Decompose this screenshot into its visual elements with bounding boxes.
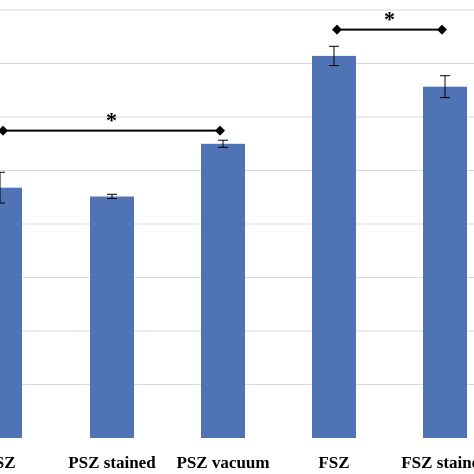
category-label-3: FSZ [318, 453, 349, 472]
significance-label-0: * [106, 108, 117, 133]
significance-diamond-1-0 [332, 24, 342, 35]
significance-diamond-0-0 [0, 125, 8, 136]
significance-diamond-1-1 [437, 24, 447, 35]
bar-1 [90, 196, 134, 438]
error-bars [0, 45, 450, 204]
bar-4 [423, 86, 467, 438]
bar-2 [201, 143, 245, 439]
bar-3 [312, 55, 356, 439]
bars [0, 55, 467, 439]
category-label-0: PSZ [0, 453, 16, 472]
significance-markers: ** [0, 7, 447, 136]
x-axis-labels: PSZ PSZ stained PSZ vacuum FSZ FSZ stained [0, 453, 474, 472]
significance-diamond-0-1 [215, 125, 225, 136]
bar-0 [0, 187, 22, 438]
significance-label-1: * [384, 7, 395, 32]
category-label-2: PSZ vacuum [176, 453, 269, 472]
category-label-4: FSZ stained [401, 453, 474, 472]
category-label-1: PSZ stained [68, 453, 156, 472]
